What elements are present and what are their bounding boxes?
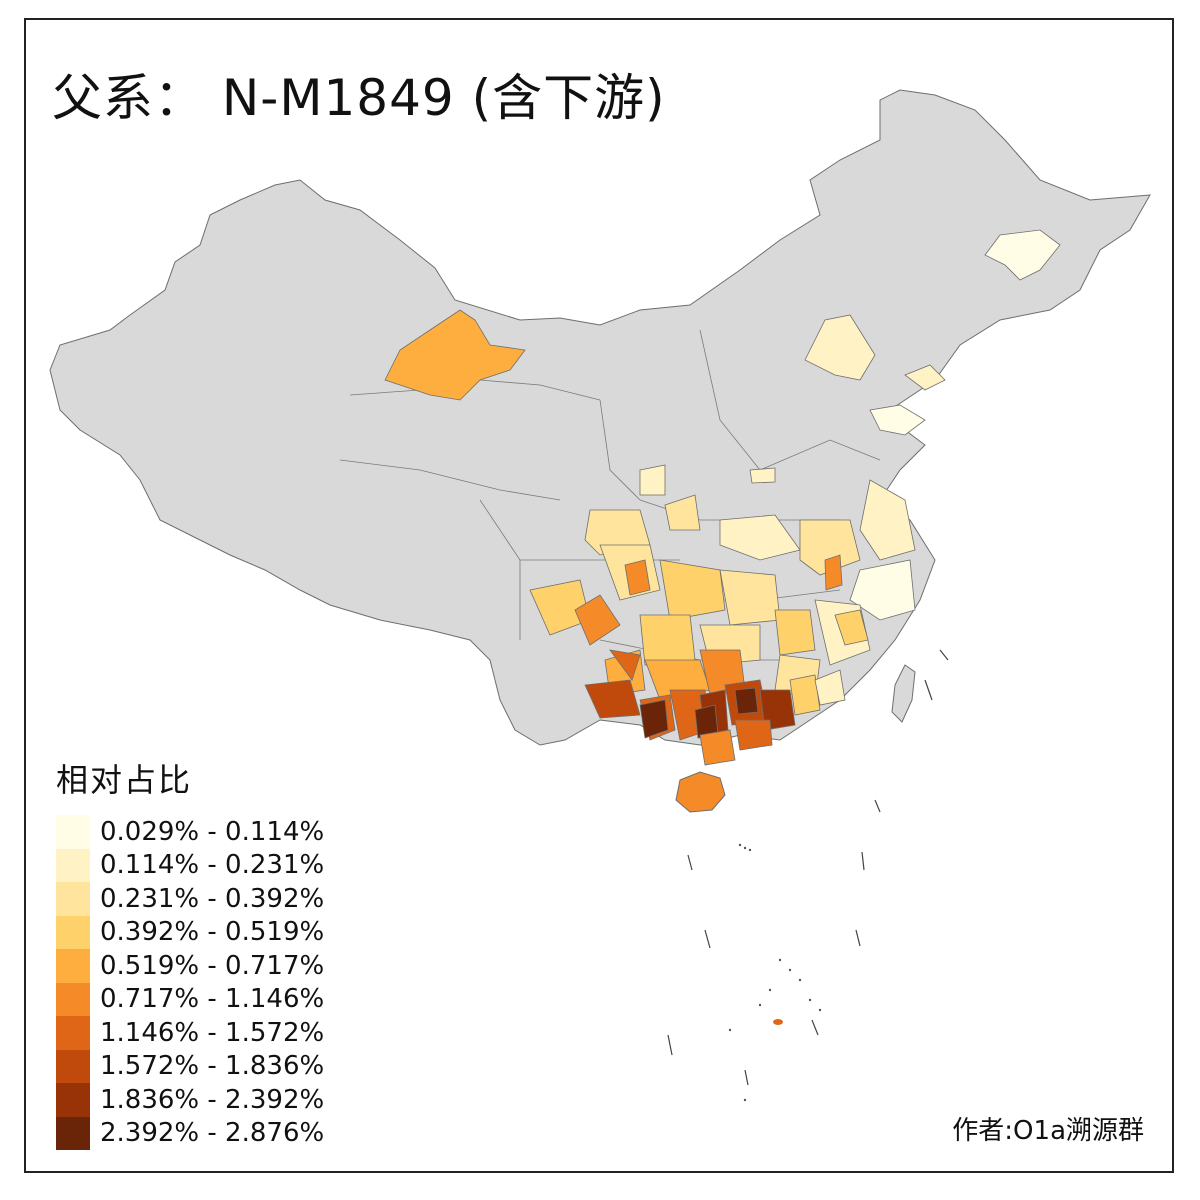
region-hebei — [804, 314, 876, 381]
legend-items: 0.029% - 0.114% 0.114% - 0.231% 0.231% - 0… — [56, 815, 324, 1150]
legend-swatch — [56, 882, 90, 916]
legend-title: 相对占比 — [56, 761, 193, 799]
legend-label: 1.836% - 2.392% — [100, 1084, 325, 1115]
legend-label: 0.114% - 0.231% — [100, 850, 325, 881]
southern-regions — [529, 464, 916, 766]
legend-label: 2.392% - 2.876% — [100, 1118, 325, 1149]
region-shandong — [869, 404, 926, 436]
region-liaoning — [904, 364, 946, 391]
legend-swatch — [56, 1116, 90, 1150]
legend-row: 1.836% - 2.392% — [56, 1083, 324, 1117]
legend-label: 0.392% - 0.519% — [100, 917, 325, 948]
legend-label: 0.717% - 1.146% — [100, 984, 325, 1015]
legend-row: 0.717% - 1.146% — [56, 982, 325, 1016]
south-china-sea-islands — [728, 843, 822, 1102]
taiwan-island — [891, 664, 916, 723]
legend-row: 1.572% - 1.836% — [56, 1049, 325, 1083]
island-orange — [773, 1019, 783, 1025]
legend-swatch — [56, 848, 90, 882]
legend-row: 0.029% - 0.114% — [56, 815, 324, 849]
legend-row: 2.392% - 2.876% — [56, 1116, 325, 1150]
legend-swatch — [56, 915, 90, 949]
legend-row: 0.231% - 0.392% — [56, 882, 324, 916]
legend-swatch — [56, 815, 90, 849]
china-landmass — [49, 89, 1151, 746]
legend-swatch — [56, 1016, 90, 1050]
legend-row: 1.146% - 1.572% — [56, 1016, 324, 1050]
map-frame — [24, 18, 1174, 1173]
legend-row: 0.114% - 0.231% — [56, 848, 325, 882]
legend-swatch — [56, 949, 90, 983]
maritime-dash-lines — [667, 649, 949, 1086]
legend-label: 0.519% - 0.717% — [100, 950, 325, 981]
legend-label: 0.029% - 0.114% — [100, 816, 325, 847]
region-ili-urumqi — [384, 309, 526, 401]
legend-label: 1.572% - 1.836% — [100, 1051, 325, 1082]
page-title: 父系： N-M1849 (含下游) — [52, 69, 666, 127]
legend-row: 0.519% - 0.717% — [56, 949, 324, 983]
legend-label: 0.231% - 0.392% — [100, 883, 325, 914]
legend-label: 1.146% - 1.572% — [100, 1017, 325, 1048]
legend-swatch — [56, 982, 90, 1016]
author-credit: 作者:O1a溯源群 — [952, 1116, 1144, 1146]
legend-swatch — [56, 1049, 90, 1083]
legend-swatch — [56, 1083, 90, 1117]
legend: 相对占比 0.029% - 0.114% 0.114% - 0.231% 0.231… — [56, 755, 324, 1150]
region-heilongjiang — [984, 229, 1061, 281]
hainan-island — [675, 771, 726, 813]
legend-row: 0.392% - 0.519% — [56, 915, 325, 949]
